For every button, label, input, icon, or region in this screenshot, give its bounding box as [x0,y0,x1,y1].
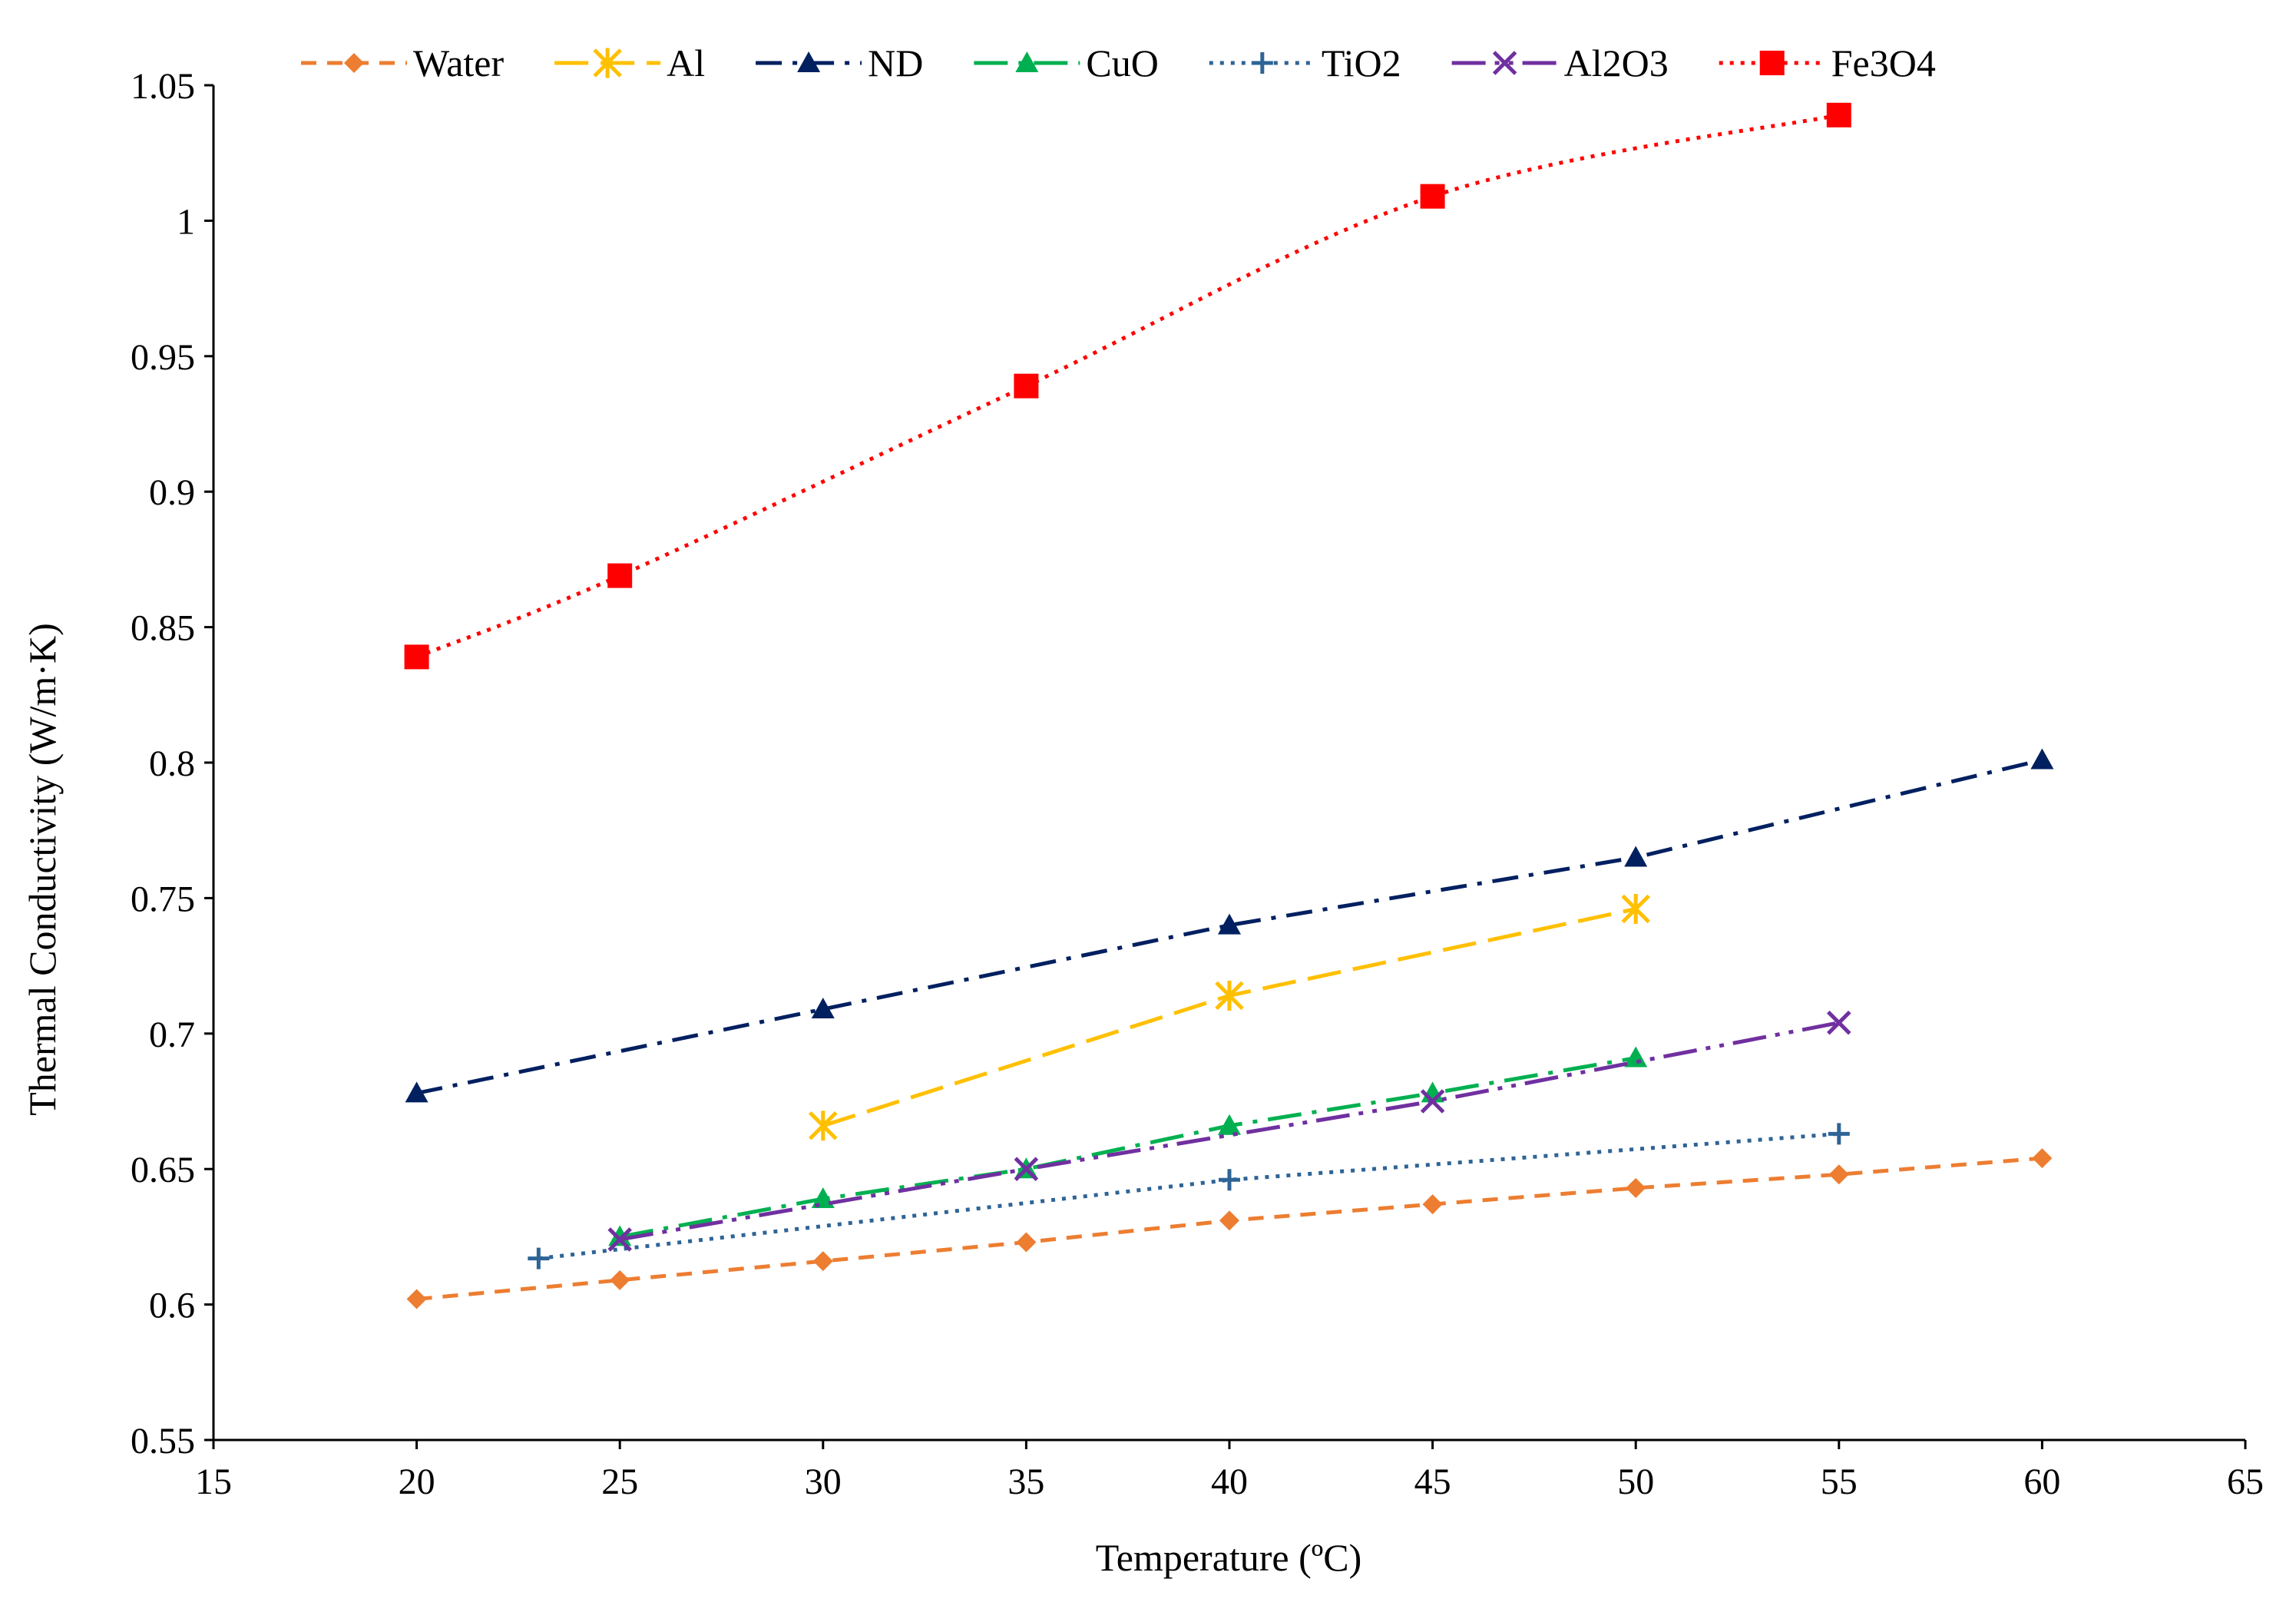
series-tio2 [528,1123,1850,1269]
x-tick-label: 15 [195,1461,232,1502]
series-water [406,1148,2053,1309]
data-point-al2o3 [1014,1157,1039,1181]
x-tick-label: 45 [1414,1461,1451,1502]
series-line-cuo [619,1056,1636,1239]
y-tick-label: 0.85 [131,608,195,649]
data-point-tio2 [528,1247,550,1269]
y-tick-label: 0.75 [131,879,195,919]
x-tick-label: 40 [1211,1461,1248,1502]
legend-marker-fe3o4 [1759,51,1785,75]
data-point-nd [1624,846,1648,867]
data-point-tio2 [1828,1123,1850,1145]
data-point-fe3o4 [1420,184,1445,209]
legend-marker-al [593,48,622,78]
legend-marker-al2o3 [1492,51,1517,75]
legend-label-water: Water [413,41,504,84]
legend-label-al: Al [667,41,705,84]
y-tick-label: 1 [177,201,195,242]
x-tick-label: 25 [601,1461,638,1502]
legend-label-cuo: CuO [1086,41,1158,84]
y-tick-label: 0.65 [131,1150,195,1190]
data-point-al2o3 [1420,1089,1445,1114]
y-tick-label: 0.95 [131,337,195,378]
data-point-al [1621,893,1650,925]
series-line-nd [416,758,2043,1095]
legend-label-fe3o4: Fe3O4 [1831,41,1936,84]
y-axis: 0.55 0.6 0.65 0.7 0.75 0.8 0.85 0.9 0.95 1 1.05 [131,66,215,1461]
legend-item-al: Al [554,41,705,84]
x-axis-title: Temperature (ºC) [1096,1536,1362,1579]
data-point-al2o3 [607,1227,632,1252]
data-point-water [1828,1164,1849,1185]
y-tick-label: 0.6 [149,1286,195,1326]
data-point-fe3o4 [607,563,633,588]
data-point-nd [1218,913,1241,935]
legend-label-nd: ND [868,41,923,84]
legend-marker-nd [797,51,821,72]
data-point-al2o3 [1827,1010,1851,1035]
series-line-fe3o4 [415,113,1840,659]
legend-marker-cuo [1015,51,1039,72]
data-point-water [406,1289,427,1309]
data-point-water [1016,1232,1037,1253]
data-point-water [1626,1177,1646,1198]
x-tick-label: 20 [399,1461,435,1502]
x-tick-label: 60 [2023,1461,2060,1502]
legend-item-tio2: TiO2 [1209,41,1401,84]
data-point-nd [405,1081,428,1103]
legend-item-nd: ND [756,41,923,84]
series-fe3o4 [404,102,1851,670]
data-point-water [1422,1194,1443,1215]
data-point-al [809,1111,838,1141]
x-tick-label: 50 [1617,1461,1654,1502]
y-tick-label: 0.8 [149,743,195,784]
legend-item-water: Water [301,41,504,84]
data-point-cuo [1218,1114,1241,1135]
y-tick-label: 0.9 [149,472,195,513]
legend-marker-water [344,53,364,73]
data-point-water [610,1269,630,1290]
data-point-cuo [1624,1046,1648,1068]
data-point-fe3o4 [1014,373,1039,399]
data-point-nd [811,998,835,1019]
y-tick-label: 1.05 [131,66,195,107]
data-point-nd [2030,748,2054,770]
legend-item-fe3o4: Fe3O4 [1719,41,1936,84]
data-point-fe3o4 [1826,102,1851,127]
data-point-cuo [608,1225,632,1246]
y-tick-label: 0.55 [131,1421,195,1461]
data-point-fe3o4 [404,644,429,670]
x-axis: 15 20 25 30 35 40 45 50 55 60 65 [195,1438,2264,1502]
x-tick-label: 55 [1821,1461,1858,1502]
data-point-water [812,1251,833,1272]
legend-item-cuo: CuO [974,41,1159,84]
data-point-water [1219,1210,1239,1231]
y-axis-title: Thermal Conductivity (W/m·K) [21,623,64,1116]
series-al2o3 [607,1010,1851,1252]
plot-area [404,102,2054,1309]
data-point-tio2 [1219,1169,1240,1191]
x-tick-label: 30 [805,1461,842,1502]
series-al [809,893,1650,1141]
legend-item-al2o3: Al2O3 [1451,41,1669,84]
x-tick-label: 35 [1007,1461,1044,1502]
series-nd [405,748,2054,1103]
data-point-water [2032,1148,2053,1169]
legend-marker-tio2 [1251,52,1273,74]
legend-label-al2o3: Al2O3 [1564,41,1669,84]
legend: Water Al ND CuO TiO2 Al2O3 Fe3O4 [301,41,1936,84]
data-point-al [1215,980,1244,1011]
y-tick-label: 0.7 [149,1015,195,1055]
x-tick-label: 65 [2227,1461,2264,1502]
legend-label-tio2: TiO2 [1322,41,1401,84]
